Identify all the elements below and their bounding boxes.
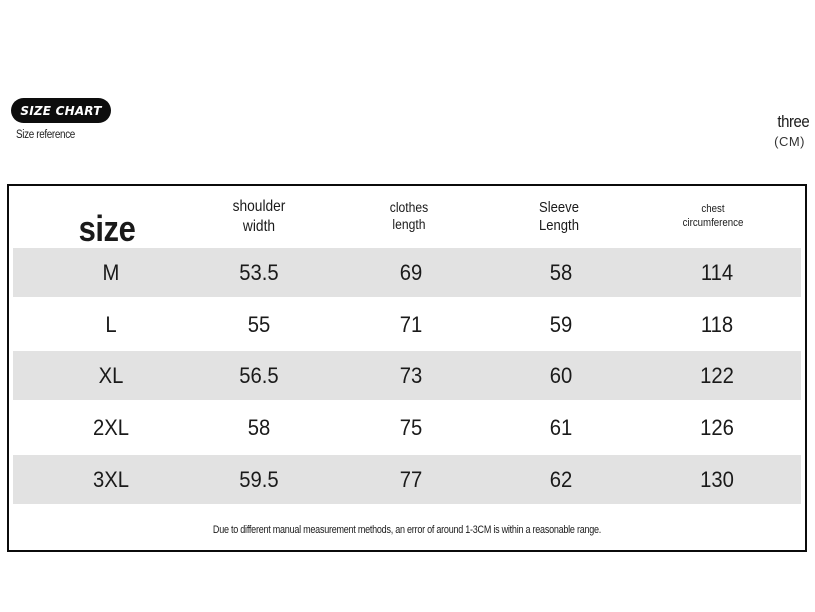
chest-cell: 118	[700, 311, 734, 337]
size-table: size shoulder width clothes length Sleev…	[7, 184, 807, 552]
table-row: XL 56.5 73 60 122	[13, 351, 801, 400]
unit-label: three	[777, 112, 809, 131]
size-cell: L	[105, 311, 117, 337]
header-sleeve-length: Sleeve Length	[505, 186, 613, 248]
table-row: 2XL 58 75 61 126	[13, 403, 801, 452]
clothes-length-cell: 73	[399, 362, 423, 388]
table-row: M 53.5 69 58 114	[13, 248, 801, 297]
table-row: 3XL 59.5 77 62 130	[13, 455, 801, 504]
shoulder-cell: 53.5	[239, 259, 279, 285]
chest-cell: 126	[700, 414, 734, 440]
header-shoulder-line1: shoulder	[232, 198, 286, 215]
table-row: L 55 71 59 118	[13, 300, 801, 349]
clothes-length-cell: 71	[399, 311, 423, 337]
header-clothes-line2: length	[392, 217, 426, 232]
sleeve-length-cell: 61	[549, 414, 573, 440]
chest-cell: 122	[700, 362, 734, 388]
measurement-note: Due to different manual measurement meth…	[212, 524, 602, 536]
header-clothes-length: clothes length	[355, 186, 463, 248]
chest-cell: 114	[700, 259, 734, 285]
clothes-length-cell: 69	[399, 259, 423, 285]
size-chart-badge: SIZE CHART	[11, 98, 111, 123]
size-cell: 2XL	[92, 414, 130, 440]
shoulder-cell: 55	[247, 311, 271, 337]
sleeve-length-cell: 59	[549, 311, 573, 337]
size-cell: XL	[98, 362, 124, 388]
size-cell: 3XL	[92, 466, 130, 492]
clothes-length-cell: 75	[399, 414, 423, 440]
unit-code: (CM)	[774, 134, 805, 149]
header-chest-line1: chest	[701, 203, 725, 216]
sleeve-length-cell: 60	[549, 362, 573, 388]
size-cell: M	[102, 259, 120, 285]
chest-cell: 130	[700, 466, 734, 492]
header-sleeve-line2: Length	[539, 218, 579, 234]
size-reference-subtitle: Size reference	[16, 129, 75, 141]
shoulder-cell: 56.5	[239, 362, 279, 388]
header-shoulder-width: shoulder width	[207, 186, 310, 248]
sleeve-length-cell: 58	[549, 259, 573, 285]
header-size: size	[78, 208, 136, 249]
header-chest-circumference: chest circumference	[660, 186, 766, 248]
table-header-row: size shoulder width clothes length Sleev…	[9, 186, 805, 249]
header-chest-line2: circumference	[682, 217, 744, 229]
header-shoulder-line2: width	[242, 218, 276, 235]
header-sleeve-line1: Sleeve	[539, 199, 579, 216]
clothes-length-cell: 77	[399, 466, 423, 492]
shoulder-cell: 59.5	[239, 466, 279, 492]
sleeve-length-cell: 62	[549, 466, 573, 492]
shoulder-cell: 58	[247, 414, 271, 440]
header-clothes-line1: clothes	[389, 200, 429, 216]
